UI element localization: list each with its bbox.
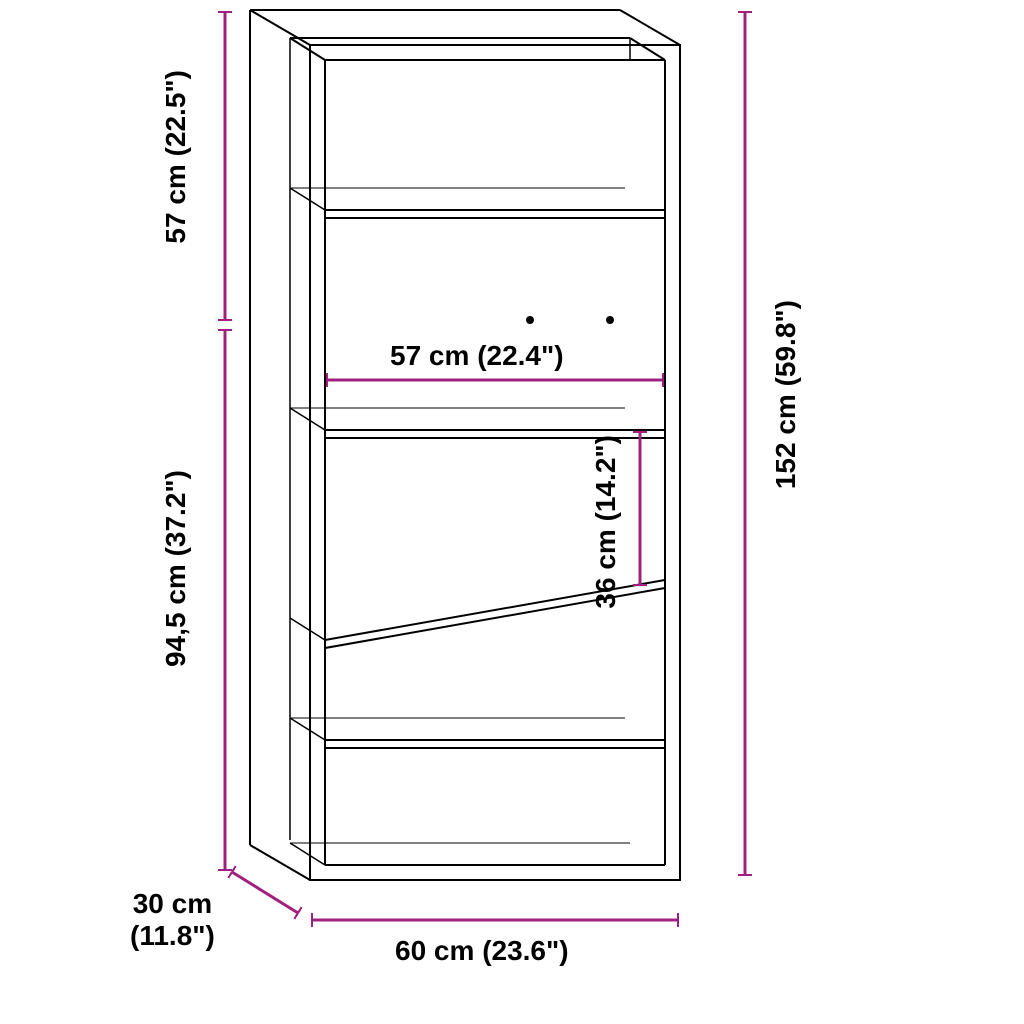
depth-label: 30 cm(11.8"): [130, 888, 215, 952]
diagram-svg: [0, 0, 1024, 1024]
inner-width-label: 57 cm (22.4"): [390, 340, 564, 372]
total-height-label: 152 cm (59.8"): [770, 300, 802, 489]
upper-height-label: 57 cm (22.5"): [160, 70, 192, 244]
lower-height-label: 94,5 cm (37.2"): [160, 470, 192, 667]
width-label: 60 cm (23.6"): [395, 935, 569, 967]
shelf-height-label: 36 cm (14.2"): [590, 435, 622, 609]
